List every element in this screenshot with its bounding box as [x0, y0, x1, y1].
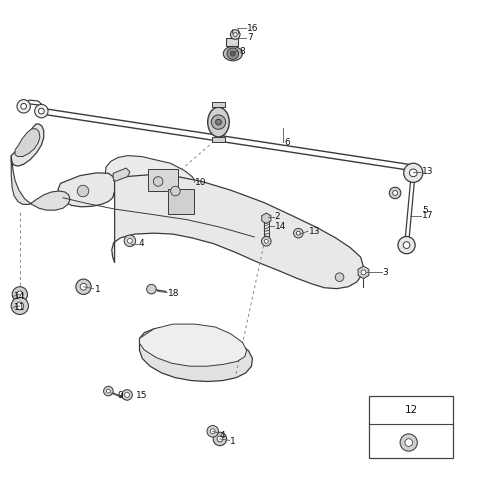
Text: 1: 1: [230, 437, 236, 446]
Polygon shape: [226, 38, 238, 47]
Circle shape: [147, 284, 156, 294]
Circle shape: [262, 237, 271, 246]
Text: 12: 12: [405, 404, 418, 414]
Polygon shape: [58, 173, 115, 207]
Text: 8: 8: [239, 47, 245, 56]
Circle shape: [80, 284, 87, 290]
Circle shape: [398, 237, 415, 254]
Circle shape: [16, 291, 23, 298]
Polygon shape: [113, 168, 130, 182]
Text: 4: 4: [220, 431, 226, 440]
Polygon shape: [140, 327, 252, 382]
Polygon shape: [15, 129, 40, 156]
Circle shape: [207, 426, 218, 437]
Text: 15: 15: [136, 392, 147, 400]
Circle shape: [11, 297, 28, 314]
Circle shape: [230, 30, 240, 39]
Circle shape: [12, 287, 27, 302]
Circle shape: [393, 191, 397, 196]
Circle shape: [361, 270, 366, 275]
Text: 13: 13: [422, 167, 433, 176]
Bar: [212, 102, 225, 107]
Text: 6: 6: [285, 138, 290, 147]
Circle shape: [403, 242, 410, 248]
Text: 3: 3: [383, 268, 388, 277]
Text: 10: 10: [195, 178, 206, 187]
Text: 1: 1: [95, 285, 100, 294]
Circle shape: [230, 51, 235, 56]
Circle shape: [38, 108, 44, 114]
Circle shape: [217, 436, 223, 442]
Circle shape: [297, 231, 300, 235]
Circle shape: [35, 104, 48, 118]
Text: 17: 17: [422, 211, 433, 220]
Circle shape: [213, 432, 227, 446]
Text: 13: 13: [309, 227, 321, 236]
Circle shape: [264, 240, 268, 243]
Circle shape: [170, 186, 180, 196]
Circle shape: [17, 99, 30, 113]
Text: 11: 11: [14, 303, 25, 312]
Bar: [168, 189, 194, 214]
Circle shape: [122, 390, 132, 400]
Ellipse shape: [223, 47, 242, 61]
Text: 5: 5: [422, 205, 428, 215]
Circle shape: [400, 434, 417, 451]
Ellipse shape: [208, 107, 229, 137]
Polygon shape: [140, 324, 247, 366]
Text: 9: 9: [118, 392, 123, 400]
Text: 14: 14: [275, 222, 286, 231]
Circle shape: [125, 393, 130, 397]
Circle shape: [227, 48, 239, 59]
Circle shape: [128, 239, 132, 243]
Circle shape: [409, 169, 417, 177]
Circle shape: [405, 439, 412, 446]
Circle shape: [154, 177, 163, 186]
Text: 7: 7: [247, 33, 253, 43]
Polygon shape: [11, 124, 44, 166]
Circle shape: [233, 33, 237, 37]
Circle shape: [294, 228, 303, 238]
Circle shape: [77, 185, 89, 197]
Circle shape: [216, 119, 221, 125]
Text: 4: 4: [139, 239, 144, 248]
Circle shape: [76, 279, 91, 295]
Circle shape: [21, 103, 26, 109]
Circle shape: [404, 163, 423, 183]
Text: 16: 16: [247, 24, 259, 33]
Polygon shape: [11, 155, 70, 210]
Polygon shape: [105, 155, 197, 198]
Text: 18: 18: [168, 289, 180, 298]
Circle shape: [124, 235, 136, 247]
Circle shape: [211, 115, 226, 129]
Circle shape: [335, 273, 344, 282]
Circle shape: [389, 187, 401, 198]
Bar: [369, 396, 453, 458]
Bar: [148, 169, 178, 191]
Text: 14: 14: [14, 292, 25, 301]
Circle shape: [210, 429, 215, 434]
Circle shape: [107, 389, 110, 393]
Text: 2: 2: [275, 212, 280, 221]
Circle shape: [16, 302, 24, 310]
Circle shape: [104, 386, 113, 396]
Bar: [212, 138, 225, 142]
Polygon shape: [112, 175, 363, 289]
